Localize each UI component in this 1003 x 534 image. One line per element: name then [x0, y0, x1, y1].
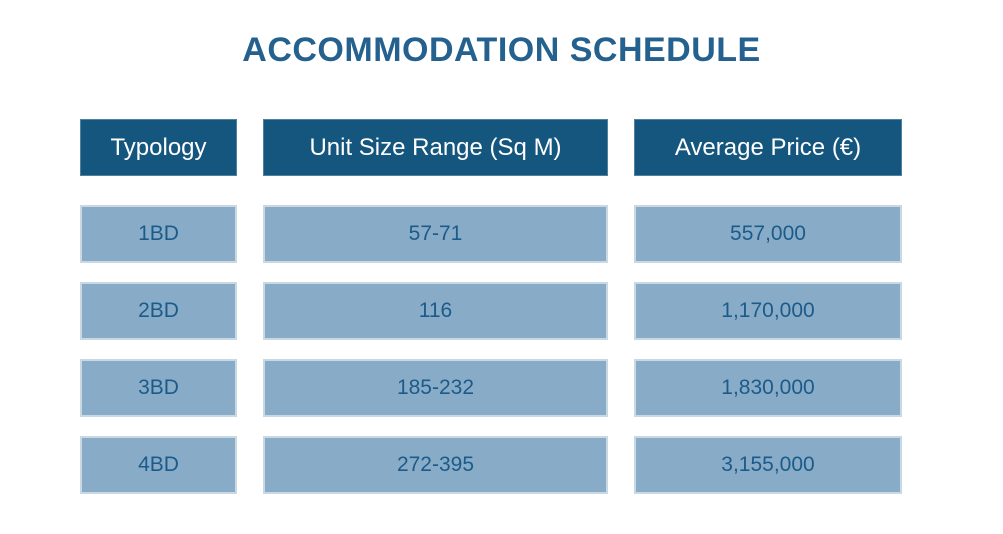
cell-average-price: 1,170,000: [634, 282, 902, 340]
cell-average-price: 1,830,000: [634, 359, 902, 417]
cell-average-price: 3,155,000: [634, 436, 902, 494]
column-header-average-price: Average Price (€): [634, 119, 902, 176]
accommodation-table: Typology Unit Size Range (Sq M) Average …: [80, 119, 903, 513]
cell-unit-size-range: 185-232: [263, 359, 608, 417]
column-header-typology: Typology: [80, 119, 237, 176]
cell-unit-size-range: 57-71: [263, 205, 608, 263]
cell-typology: 3BD: [80, 359, 237, 417]
column-header-unit-size-range: Unit Size Range (Sq M): [263, 119, 608, 176]
table-row-3bd: 3BD 185-232 1,830,000: [80, 359, 903, 417]
cell-unit-size-range: 116: [263, 282, 608, 340]
cell-average-price: 557,000: [634, 205, 902, 263]
table-row-2bd: 2BD 116 1,170,000: [80, 282, 903, 340]
cell-typology: 1BD: [80, 205, 237, 263]
table-row-1bd: 1BD 57-71 557,000: [80, 205, 903, 263]
cell-unit-size-range: 272-395: [263, 436, 608, 494]
page-title: ACCOMMODATION SCHEDULE: [242, 31, 761, 69]
cell-typology: 4BD: [80, 436, 237, 494]
table-header-row: Typology Unit Size Range (Sq M) Average …: [80, 119, 903, 176]
cell-typology: 2BD: [80, 282, 237, 340]
table-row-4bd: 4BD 272-395 3,155,000: [80, 436, 903, 494]
